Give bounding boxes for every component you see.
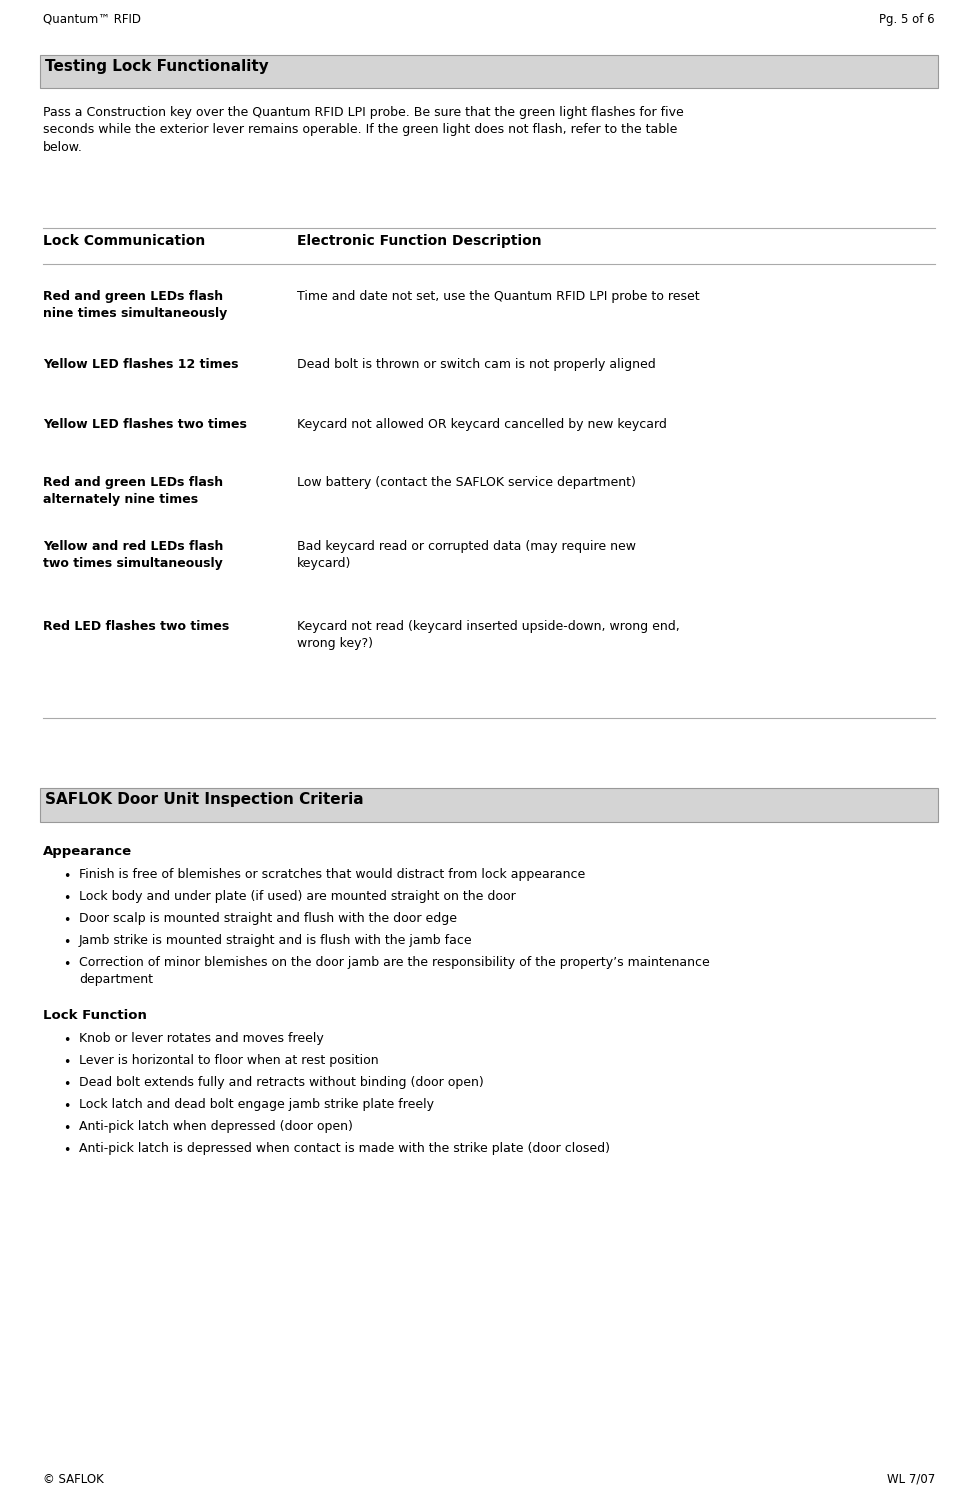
FancyBboxPatch shape — [40, 55, 938, 88]
Text: WL 7/07: WL 7/07 — [886, 1474, 935, 1486]
Text: Finish is free of blemishes or scratches that would distract from lock appearanc: Finish is free of blemishes or scratches… — [79, 867, 585, 881]
Text: Keycard not allowed OR keycard cancelled by new keycard: Keycard not allowed OR keycard cancelled… — [297, 418, 667, 431]
Text: Red and green LEDs flash
nine times simultaneously: Red and green LEDs flash nine times simu… — [43, 290, 227, 320]
FancyBboxPatch shape — [40, 788, 938, 823]
Text: Yellow LED flashes 12 times: Yellow LED flashes 12 times — [43, 358, 239, 370]
Text: Pass a Construction key over the Quantum RFID LPI probe. Be sure that the green : Pass a Construction key over the Quantum… — [43, 106, 683, 154]
Text: Lock Function: Lock Function — [43, 1009, 147, 1023]
Text: Time and date not set, use the Quantum RFID LPI probe to reset: Time and date not set, use the Quantum R… — [297, 290, 700, 303]
Text: •: • — [63, 1056, 70, 1069]
Text: Anti-pick latch when depressed (door open): Anti-pick latch when depressed (door ope… — [79, 1120, 353, 1133]
Text: Appearance: Appearance — [43, 845, 133, 858]
Text: SAFLOK Door Unit Inspection Criteria: SAFLOK Door Unit Inspection Criteria — [45, 791, 364, 808]
Text: Pg. 5 of 6: Pg. 5 of 6 — [879, 13, 935, 25]
Text: Keycard not read (keycard inserted upside-down, wrong end,
wrong key?): Keycard not read (keycard inserted upsid… — [297, 620, 680, 649]
Text: Lock latch and dead bolt engage jamb strike plate freely: Lock latch and dead bolt engage jamb str… — [79, 1097, 434, 1111]
Text: •: • — [63, 1100, 70, 1112]
Text: Lock Communication: Lock Communication — [43, 234, 206, 248]
Text: Correction of minor blemishes on the door jamb are the responsibility of the pro: Correction of minor blemishes on the doo… — [79, 956, 710, 985]
Text: Red LED flashes two times: Red LED flashes two times — [43, 620, 229, 633]
Text: Yellow LED flashes two times: Yellow LED flashes two times — [43, 418, 247, 431]
Text: Anti-pick latch is depressed when contact is made with the strike plate (door cl: Anti-pick latch is depressed when contac… — [79, 1142, 610, 1156]
Text: Red and green LEDs flash
alternately nine times: Red and green LEDs flash alternately nin… — [43, 476, 223, 506]
Text: •: • — [63, 914, 70, 927]
Text: Lock body and under plate (if used) are mounted straight on the door: Lock body and under plate (if used) are … — [79, 890, 516, 903]
Text: Knob or lever rotates and moves freely: Knob or lever rotates and moves freely — [79, 1032, 324, 1045]
Text: •: • — [63, 891, 70, 905]
Text: Low battery (contact the SAFLOK service department): Low battery (contact the SAFLOK service … — [297, 476, 636, 490]
Text: Yellow and red LEDs flash
two times simultaneously: Yellow and red LEDs flash two times simu… — [43, 540, 223, 570]
Text: •: • — [63, 1144, 70, 1157]
Text: Electronic Function Description: Electronic Function Description — [297, 234, 542, 248]
Text: Bad keycard read or corrupted data (may require new
keycard): Bad keycard read or corrupted data (may … — [297, 540, 636, 570]
Text: © SAFLOK: © SAFLOK — [43, 1474, 103, 1486]
Text: Jamb strike is mounted straight and is flush with the jamb face: Jamb strike is mounted straight and is f… — [79, 935, 473, 947]
Text: •: • — [63, 1123, 70, 1135]
Text: Lever is horizontal to floor when at rest position: Lever is horizontal to floor when at res… — [79, 1054, 378, 1067]
Text: •: • — [63, 1078, 70, 1091]
Text: •: • — [63, 1035, 70, 1047]
Text: Quantum™ RFID: Quantum™ RFID — [43, 13, 141, 25]
Text: Door scalp is mounted straight and flush with the door edge: Door scalp is mounted straight and flush… — [79, 912, 457, 926]
Text: •: • — [63, 959, 70, 970]
Text: •: • — [63, 936, 70, 950]
Text: •: • — [63, 870, 70, 882]
Text: Dead bolt is thrown or switch cam is not properly aligned: Dead bolt is thrown or switch cam is not… — [297, 358, 656, 370]
Text: Dead bolt extends fully and retracts without binding (door open): Dead bolt extends fully and retracts wit… — [79, 1076, 484, 1088]
Text: Testing Lock Functionality: Testing Lock Functionality — [45, 60, 269, 75]
